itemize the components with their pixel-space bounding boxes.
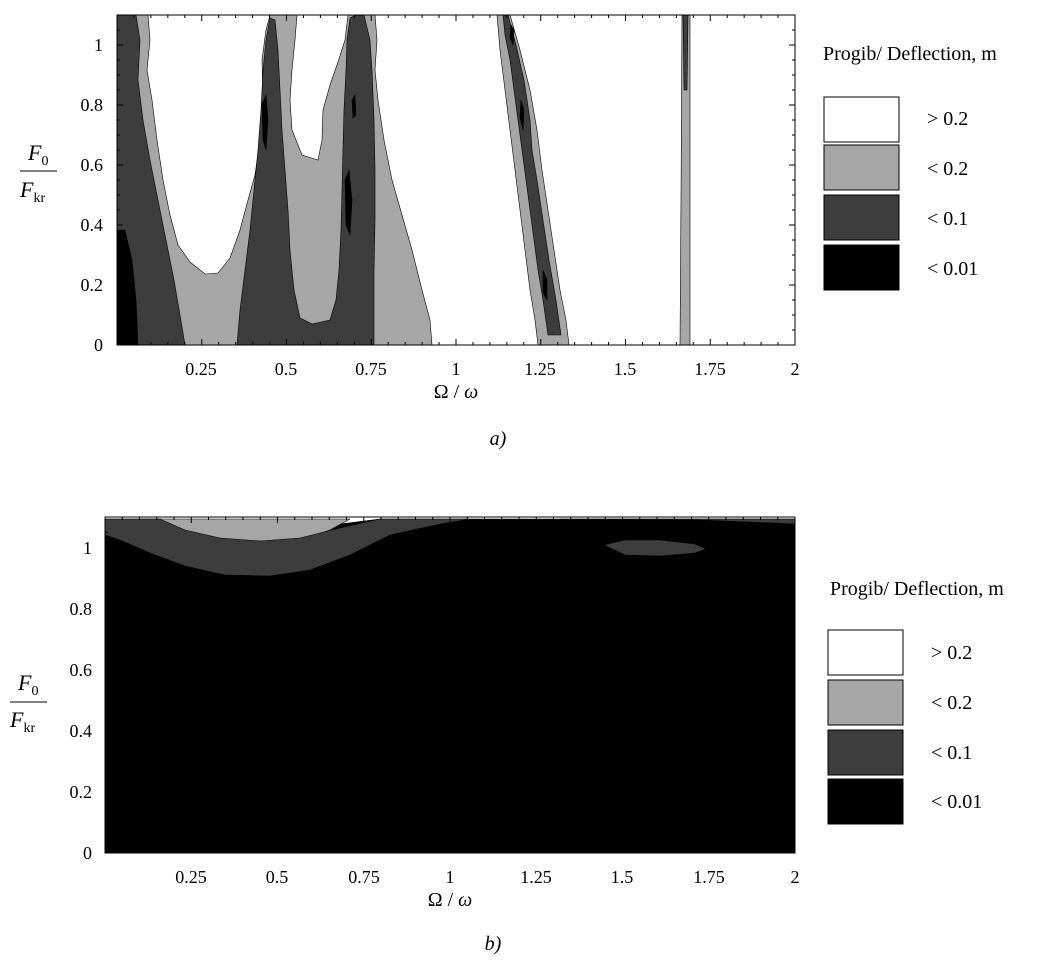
panel-b-label: b) <box>485 933 502 955</box>
panel-b-xtick-label: 0.75 <box>348 867 380 887</box>
panel-b-xtick-label: 0.25 <box>175 867 207 887</box>
panel-a-region-black-peak2 <box>344 169 353 236</box>
panel-b-legend-label: < 0.01 <box>931 791 982 813</box>
panel-a-xtick-label: 0.25 <box>185 359 217 379</box>
panel-b-xtick-label: 2 <box>791 867 800 887</box>
panel-b-legend-label: < 0.2 <box>931 692 972 714</box>
panel-a-region-black-peak1 <box>261 94 269 151</box>
panel-a-ylabel-den: Fkr <box>19 177 45 206</box>
panel-b: 0 0.2 0.4 0.6 0.8 1 0.25 0.5 0.75 1 1.25… <box>9 516 1004 955</box>
panel-a-legend-swatch <box>823 144 900 191</box>
panel-b-ytick-label: 0 <box>83 843 92 863</box>
panel-a-region-black-band <box>509 24 548 301</box>
panel-a-xtick-label: 0.5 <box>275 359 298 379</box>
panel-a-xlabel-num: Ω <box>434 381 449 403</box>
panel-b-ytick-label: 0.2 <box>70 782 93 802</box>
panel-b-ytick-label: 0.4 <box>70 721 93 741</box>
panel-a-xlabel-den: ω <box>464 381 478 403</box>
panel-b-legend: Progib/ Deflection, m > 0.2 < 0.2 < 0.1 … <box>827 578 1004 825</box>
panel-a-xlabel-slash: / <box>449 381 465 403</box>
panel-b-legend-swatch <box>827 629 904 676</box>
panel-a-region-dark-band <box>502 14 562 336</box>
panel-b-ytick-label: 1 <box>83 538 92 558</box>
panel-b-legend-title: Progib/ Deflection, m <box>830 578 1004 600</box>
panel-a-ytick-label: 0.2 <box>81 275 104 295</box>
panel-b-ylabel-den: Fkr <box>9 707 35 736</box>
panel-a-xtick-label: 1.25 <box>524 359 556 379</box>
panel-b-xlabel-num: Ω <box>428 889 443 911</box>
panel-a-xlabel: Ω / ω <box>434 381 479 403</box>
panel-a-region-black-peak2-top <box>351 93 357 119</box>
panel-a-region-dark-peak1 <box>236 14 376 346</box>
panel-a-ylabel-num-sub: 0 <box>41 154 48 169</box>
panel-b-xlabel-den: ω <box>458 889 472 911</box>
panel-b-ticks <box>104 516 796 854</box>
panel-b-ylabel-den-main: F <box>9 707 24 732</box>
panel-a-legend-swatch <box>823 194 900 241</box>
panel-a-ylabel-den-main: F <box>19 177 34 202</box>
panel-a-ytick-label: 0.8 <box>81 95 104 115</box>
panel-b-xlabel-slash: / <box>443 889 459 911</box>
panel-a-legend-swatch <box>823 96 900 143</box>
panel-b-legend-label: > 0.2 <box>931 642 972 664</box>
panel-a-xtick-label: 2 <box>791 359 800 379</box>
panel-a-ytick-label: 0.4 <box>81 215 104 235</box>
panel-b-ylabel-num-main: F <box>17 670 32 695</box>
panel-b-region-dark-blob <box>603 539 707 557</box>
panel-a-legend: Progib/ Deflection, m > 0.2 < 0.2 < 0.1 … <box>823 43 997 291</box>
panel-a-ytick-label: 0.6 <box>81 155 104 175</box>
panel-b-xtick-label: 1 <box>446 867 455 887</box>
panel-b-legend-swatch <box>827 729 904 776</box>
panel-a-legend-title: Progib/ Deflection, m <box>823 43 997 65</box>
panel-a-legend-label: > 0.2 <box>927 108 968 130</box>
panel-b-legend-swatch <box>827 778 904 825</box>
panel-a-region-dark-stripe <box>682 14 689 91</box>
panel-b-xtick-label: 1.75 <box>693 867 725 887</box>
panel-a-ylabel-num-main: F <box>27 140 42 165</box>
panel-a-ytick-label: 0 <box>94 335 103 355</box>
panel-b-xtick-label: 0.5 <box>266 867 289 887</box>
panel-b-ytick-label: 0.8 <box>70 599 93 619</box>
panel-b-ylabel-num-sub: 0 <box>31 684 38 699</box>
panel-b-region-dark-arch <box>104 518 471 577</box>
panel-a-xtick-label: 1 <box>452 359 461 379</box>
panel-b-ylabel-num: F0 <box>17 670 38 699</box>
panel-a-xtick-label: 1.75 <box>694 359 726 379</box>
panel-a-label: a) <box>490 428 507 450</box>
panel-a-xtick-label: 1.5 <box>614 359 637 379</box>
panel-a-xtick-label: 0.75 <box>355 359 387 379</box>
panel-a-legend-label: < 0.2 <box>927 158 968 180</box>
panel-a: 0 0.2 0.4 0.6 0.8 1 0.25 0.5 0.75 1 1.25… <box>19 14 997 450</box>
panel-a-ticks <box>116 14 796 346</box>
panel-a-legend-label: < 0.01 <box>927 258 978 280</box>
panel-b-xtick-label: 1.5 <box>611 867 634 887</box>
panel-a-legend-label: < 0.1 <box>927 208 968 230</box>
panel-b-xlabel: Ω / ω <box>428 889 473 911</box>
panel-b-ytick-label: 0.6 <box>70 660 93 680</box>
panel-b-legend-swatch <box>827 679 904 726</box>
panel-a-ytick-label: 1 <box>94 35 103 55</box>
panel-a-ylabel-den-sub: kr <box>33 191 45 206</box>
panel-a-legend-swatch <box>823 244 900 291</box>
panel-b-xtick-label: 1.25 <box>520 867 552 887</box>
panel-b-ylabel-den-sub: kr <box>23 721 35 736</box>
panel-b-legend-label: < 0.1 <box>931 742 972 764</box>
panel-a-ylabel-num: F0 <box>27 140 48 169</box>
